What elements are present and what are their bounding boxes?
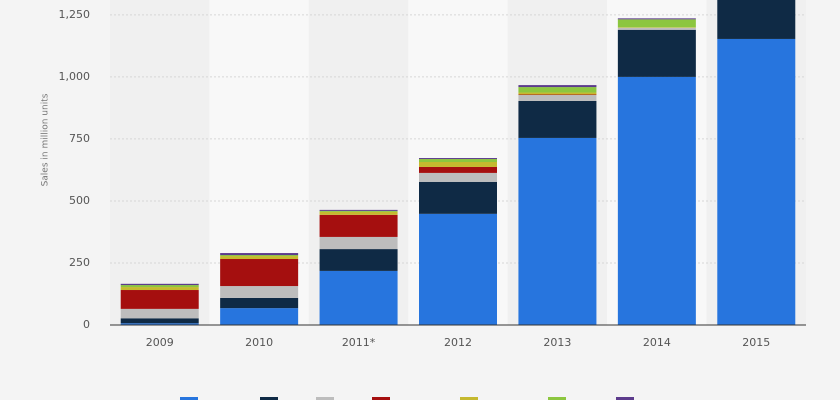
y-tick-label: 1,000 xyxy=(59,70,91,83)
bar-segment xyxy=(419,159,497,163)
bar-segment xyxy=(220,253,299,256)
bar-segment xyxy=(120,283,199,286)
y-tick-label: 0 xyxy=(83,318,90,331)
legend-swatch xyxy=(260,397,278,400)
x-tick-label: 2011* xyxy=(342,336,376,349)
bar-segment xyxy=(518,87,597,93)
bar-segment xyxy=(617,27,696,30)
labels: 0 250 500 750 1,000 1,250 2009 2010 2011* 2012 201… xyxy=(59,8,806,400)
bar-segment xyxy=(120,290,199,309)
bar-segment xyxy=(120,285,199,288)
bar-segment xyxy=(717,0,796,39)
x-tick-label: 2009 xyxy=(146,336,174,349)
bar-segment xyxy=(419,166,497,173)
bar-segment xyxy=(220,256,299,260)
x-tick-label: 2014 xyxy=(643,336,671,349)
y-tick-label: 750 xyxy=(69,132,90,145)
x-tick-label: 2015 xyxy=(742,336,770,349)
bar-segment xyxy=(120,308,199,319)
bar-segment xyxy=(419,172,497,182)
legend-swatch xyxy=(316,397,334,400)
legend-swatch xyxy=(460,397,478,400)
bar-segment xyxy=(319,210,398,212)
bar-segment xyxy=(220,255,299,257)
bar-segment xyxy=(518,95,597,101)
bar-segment xyxy=(319,270,398,325)
x-tick-label: 2012 xyxy=(444,336,472,349)
bar-segment xyxy=(518,137,597,325)
bar-segment xyxy=(617,18,696,20)
x-tick-label: 2013 xyxy=(543,336,571,349)
legend-swatch xyxy=(616,397,634,400)
bar-segment xyxy=(717,38,796,326)
legend-swatch xyxy=(372,397,390,400)
bar-segment xyxy=(419,158,497,160)
bar-segment xyxy=(319,236,398,250)
bar-segment xyxy=(220,308,299,325)
bar-segment xyxy=(120,318,199,324)
bar-segment xyxy=(220,259,299,287)
bar-segment xyxy=(120,287,199,291)
bar-segment xyxy=(419,162,497,167)
bar-segment xyxy=(419,213,497,325)
y-axis-label: Sales in million units xyxy=(41,93,51,186)
bars xyxy=(120,0,796,326)
bar-segment xyxy=(518,92,597,95)
x-tick-label: 2010 xyxy=(245,336,273,349)
band xyxy=(110,0,210,325)
bar-segment xyxy=(617,76,696,326)
bar-segment xyxy=(617,29,696,77)
legend-swatch xyxy=(180,397,198,400)
bar-segment xyxy=(319,214,398,237)
y-tick-label: 1,250 xyxy=(59,8,91,21)
bar-segment xyxy=(617,19,696,28)
bar-segment xyxy=(319,249,398,271)
y-tick-label: 500 xyxy=(69,194,90,207)
y-tick-label: 250 xyxy=(69,256,90,269)
bar-segment xyxy=(120,323,199,325)
bar-segment xyxy=(319,209,398,211)
legend-swatch xyxy=(548,397,566,400)
bar-segment xyxy=(518,85,597,88)
bar-segment xyxy=(319,211,398,215)
bar-segment xyxy=(518,100,597,138)
bar-segment xyxy=(220,286,299,298)
bar-segment xyxy=(419,181,497,214)
bar-segment xyxy=(220,297,299,309)
